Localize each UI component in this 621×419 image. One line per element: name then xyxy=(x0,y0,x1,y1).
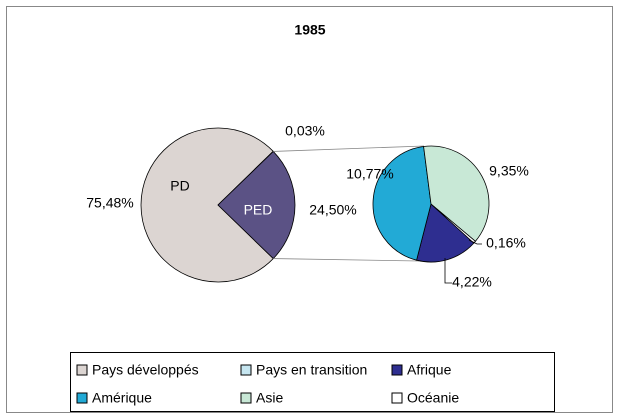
value-label: 0,16% xyxy=(486,235,526,251)
legend-label: Asie xyxy=(256,390,283,406)
pie-slice xyxy=(372,146,432,261)
pie-slice xyxy=(416,203,475,263)
legend-swatch xyxy=(240,364,252,376)
legend-label: Océanie xyxy=(407,390,459,406)
legend-label: Pays développés xyxy=(92,362,199,378)
leader-line xyxy=(444,258,452,284)
slice-label: PD xyxy=(170,178,189,194)
connector-line xyxy=(273,258,420,262)
value-label: 10,77% xyxy=(346,166,393,182)
pie-slice xyxy=(430,203,476,244)
slice-label: PED xyxy=(244,202,273,218)
legend-label: Afrique xyxy=(407,362,452,378)
leader-line xyxy=(468,239,482,245)
pie-slice xyxy=(423,145,490,242)
legend-label: Amérique xyxy=(92,390,152,406)
value-label: 75,48% xyxy=(86,195,133,211)
connector-line xyxy=(273,145,425,152)
pie-slice xyxy=(140,127,274,283)
chart-border xyxy=(6,6,613,413)
legend-swatch xyxy=(391,364,403,376)
legend-swatch xyxy=(76,364,88,376)
pie-slice xyxy=(217,150,296,260)
legend-swatch xyxy=(240,392,252,404)
legend-label: Pays en transition xyxy=(256,362,367,378)
value-label: 0,03% xyxy=(285,123,325,139)
value-label: 4,22% xyxy=(452,274,492,290)
legend-swatch xyxy=(391,392,403,404)
value-label: 24,50% xyxy=(309,202,356,218)
chart-title: 1985 xyxy=(294,22,325,38)
value-label: 9,35% xyxy=(489,163,529,179)
legend-swatch xyxy=(76,392,88,404)
legend-box xyxy=(70,352,555,412)
